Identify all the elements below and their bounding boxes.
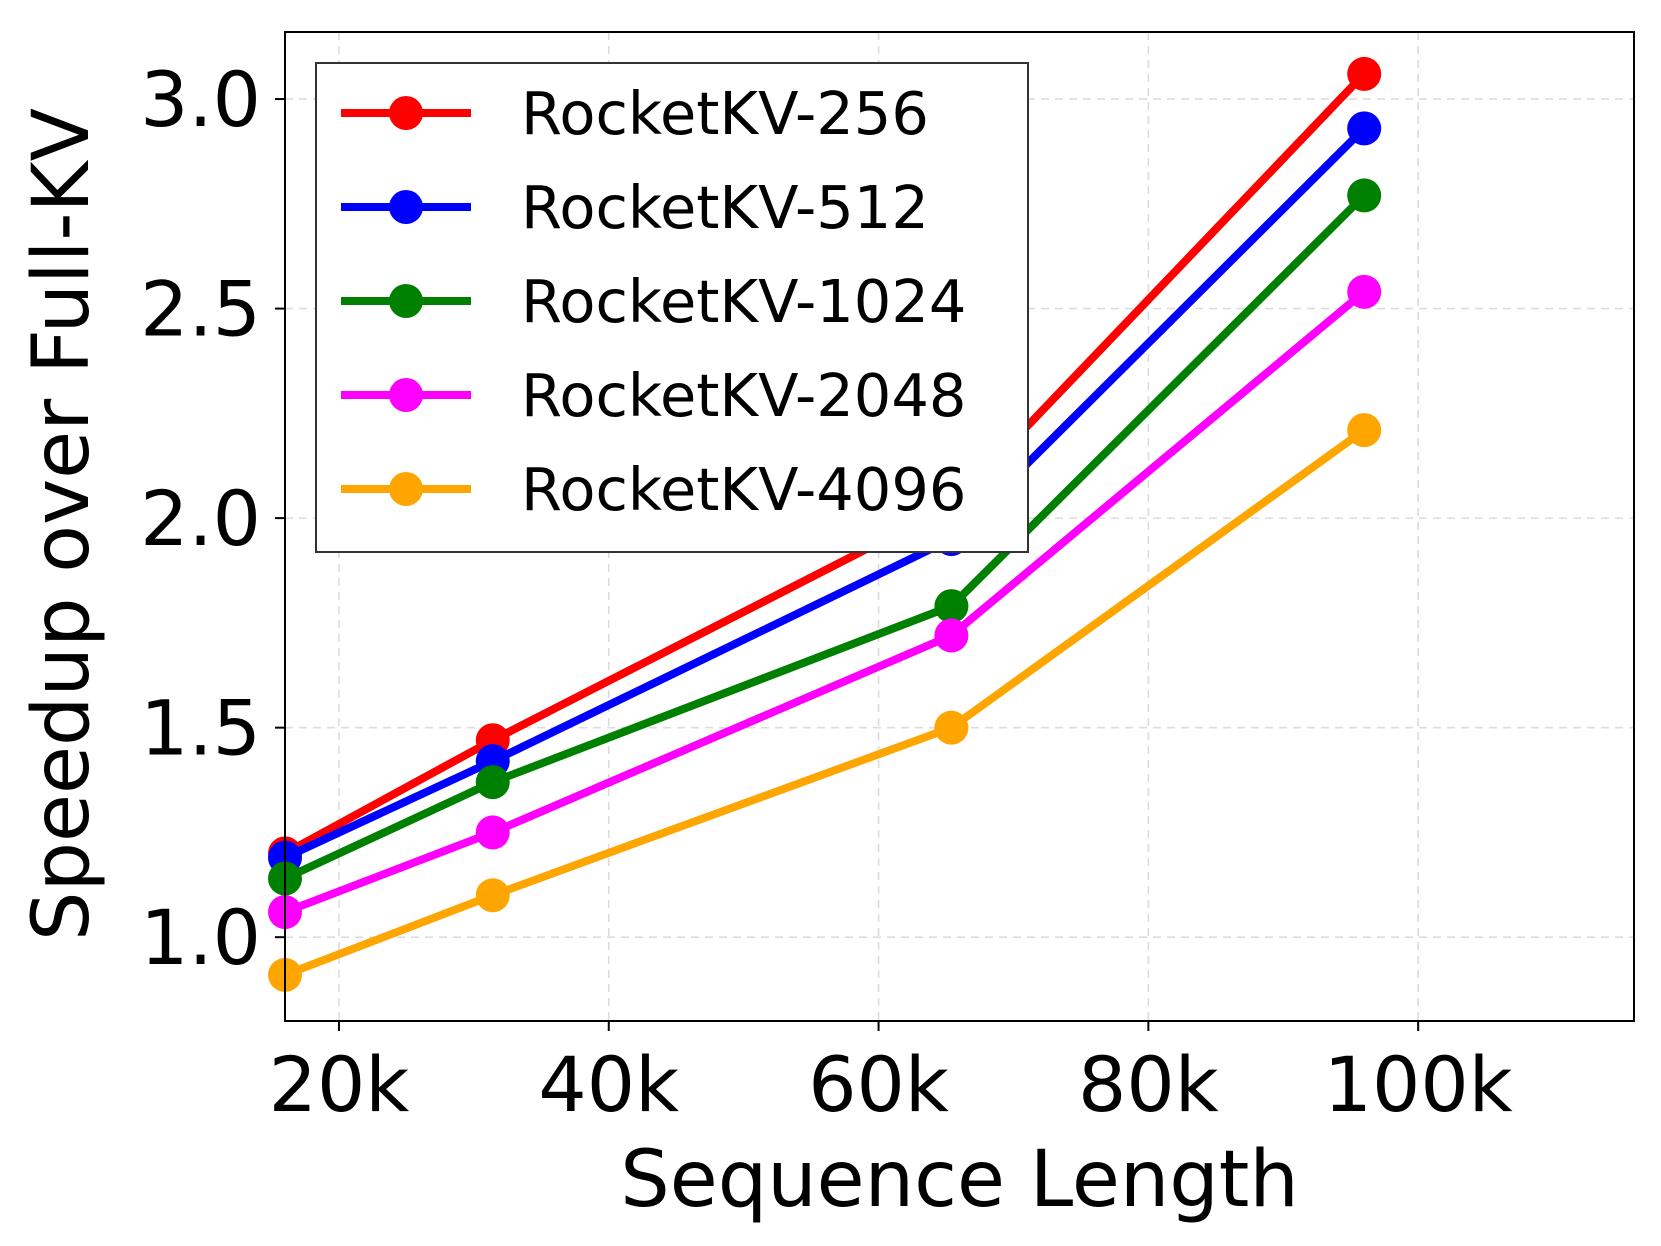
x-tick-label: 60k: [808, 1040, 949, 1129]
data-point: [934, 710, 969, 745]
legend-box: [315, 62, 1029, 553]
legend-item: RocketKV-1024: [341, 267, 966, 336]
legend-label: RocketKV-256: [521, 79, 929, 148]
legend-marker: [389, 96, 423, 130]
data-point: [475, 878, 510, 913]
y-tick-label: 2.5: [140, 265, 261, 354]
data-point: [1347, 178, 1382, 213]
series-RocketKV-4096: [268, 413, 1382, 992]
legend-item: RocketKV-2048: [341, 361, 966, 430]
y-axis-label: Speedup over Full-KV: [17, 108, 107, 941]
data-point: [934, 589, 969, 624]
legend-marker: [389, 378, 423, 412]
y-tick-label: 1.0: [140, 893, 261, 982]
y-tick-label: 2.0: [140, 474, 261, 563]
legend-label: RocketKV-512: [521, 173, 929, 242]
legend-item: RocketKV-512: [341, 173, 929, 242]
series-line: [281, 287, 1369, 917]
data-point: [1347, 274, 1382, 309]
legend-label: RocketKV-2048: [521, 361, 966, 430]
plot-frame: [284, 31, 1635, 1022]
x-tick-label: 40k: [538, 1040, 679, 1129]
y-tick-label: 1.5: [140, 684, 261, 773]
legend-label: RocketKV-1024: [521, 267, 966, 336]
data-point: [1347, 111, 1382, 146]
legend-marker: [389, 190, 423, 224]
axis-ticks: 20k 40k 60k 80k 100k 1.0 1.5 2.0 2.5 3.0: [140, 55, 1513, 1129]
y-tick-label: 3.0: [140, 55, 261, 144]
series-RocketKV-2048: [268, 274, 1382, 930]
data-point: [1347, 56, 1382, 91]
series-line: [281, 69, 1369, 858]
legend-marker: [389, 472, 423, 506]
x-tick-label: 100k: [1324, 1040, 1513, 1129]
series-line: [281, 124, 1369, 862]
series-line: [281, 426, 1369, 979]
x-tick-label: 80k: [1078, 1040, 1219, 1129]
legend-marker: [389, 284, 423, 318]
data-point: [475, 765, 510, 800]
legend: RocketKV-256 RocketKV-512 RocketKV-1024 Roc…: [315, 62, 1029, 553]
x-tick-label: 20k: [269, 1040, 410, 1129]
data-point: [475, 815, 510, 850]
data-point: [1347, 413, 1382, 448]
series-line: [281, 191, 1369, 883]
legend-item: RocketKV-4096: [341, 455, 966, 524]
legend-label: RocketKV-4096: [521, 455, 966, 524]
legend-item: RocketKV-256: [341, 79, 929, 148]
data-point: [934, 618, 969, 653]
x-axis-label: Sequence Length: [620, 1135, 1299, 1225]
